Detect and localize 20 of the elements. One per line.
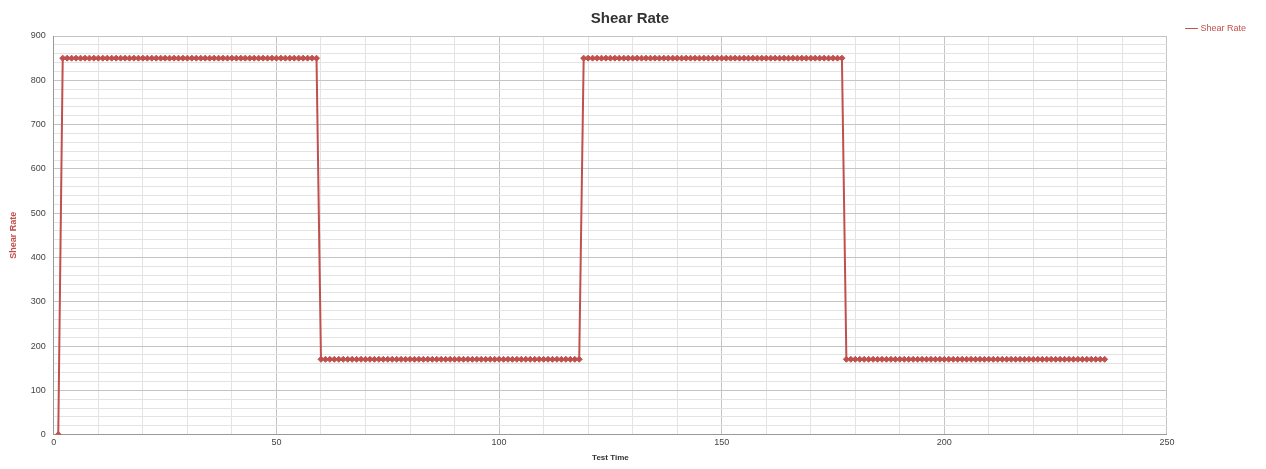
y-tick-label: 100: [30, 384, 46, 395]
x-tick-label: 0: [51, 437, 57, 448]
y-axis-title: Shear Rate: [7, 211, 18, 259]
x-tick-label: 100: [491, 437, 507, 448]
y-tick-label: 700: [30, 119, 46, 130]
legend-label: Shear Rate: [1200, 22, 1246, 33]
y-tick-label: 200: [30, 340, 46, 351]
chart-title: Shear Rate: [590, 9, 670, 27]
x-tick-label: 200: [936, 437, 952, 448]
x-tick-label: 250: [1159, 437, 1175, 448]
y-tick-label: 900: [30, 30, 46, 41]
y-tick-label: 500: [30, 207, 46, 218]
x-tick-label: 50: [271, 437, 282, 448]
x-tick-label: 150: [714, 437, 730, 448]
x-axis-title: Test Time: [592, 453, 630, 463]
y-tick-label: 800: [30, 74, 46, 85]
y-tick-label: 0: [40, 429, 46, 440]
y-tick-label: 300: [30, 296, 46, 307]
y-tick-label: 600: [30, 163, 46, 174]
y-tick-label: 400: [30, 251, 46, 262]
